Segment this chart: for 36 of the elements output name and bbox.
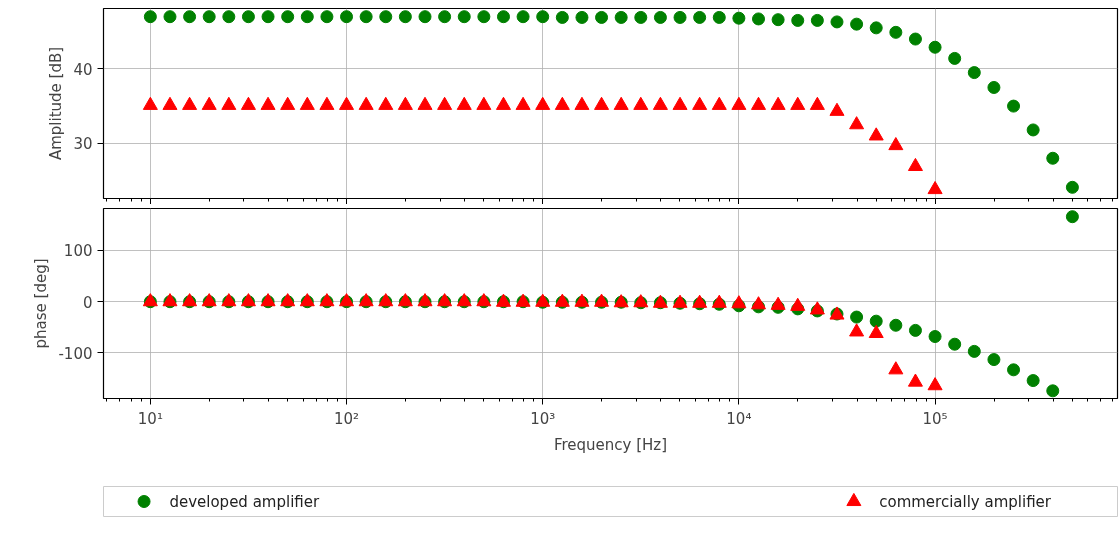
point — [770, 296, 786, 310]
x-tick-label: 10³ — [530, 409, 556, 428]
legend-label: commercially amplifier — [879, 492, 1052, 511]
point — [889, 318, 903, 332]
x-tick-label: 10¹ — [137, 409, 163, 428]
y-tick-label: 30 — [73, 135, 93, 154]
legend-label: developed amplifier — [169, 492, 320, 511]
x-tick-label: 10² — [333, 409, 360, 428]
point — [751, 296, 766, 310]
point — [868, 324, 884, 338]
point — [1046, 384, 1060, 398]
point — [731, 295, 747, 309]
point — [908, 323, 922, 337]
y-tick-label: 40 — [73, 60, 93, 79]
point — [888, 361, 904, 375]
point — [869, 314, 883, 328]
point — [948, 337, 962, 351]
x-tick-label: 10⁴ — [726, 409, 752, 428]
y-axis-title: phase [deg] — [32, 258, 51, 349]
x-axis-title: Frequency [Hz] — [553, 435, 668, 454]
point — [928, 330, 942, 344]
point — [1026, 374, 1040, 388]
point — [850, 310, 864, 324]
x-tick-label: 10⁵ — [922, 409, 948, 428]
point — [987, 353, 1001, 367]
y-axis-title: Amplitude [dB] — [47, 46, 66, 161]
point — [1007, 363, 1021, 377]
point — [967, 344, 981, 358]
point — [907, 373, 923, 387]
y-tick-label: 0 — [82, 293, 93, 312]
y-tick-label: -100 — [58, 344, 93, 363]
point — [1065, 210, 1079, 224]
point — [790, 297, 806, 311]
point — [927, 377, 943, 391]
point — [849, 323, 865, 337]
y-tick-label: 100 — [63, 242, 93, 261]
